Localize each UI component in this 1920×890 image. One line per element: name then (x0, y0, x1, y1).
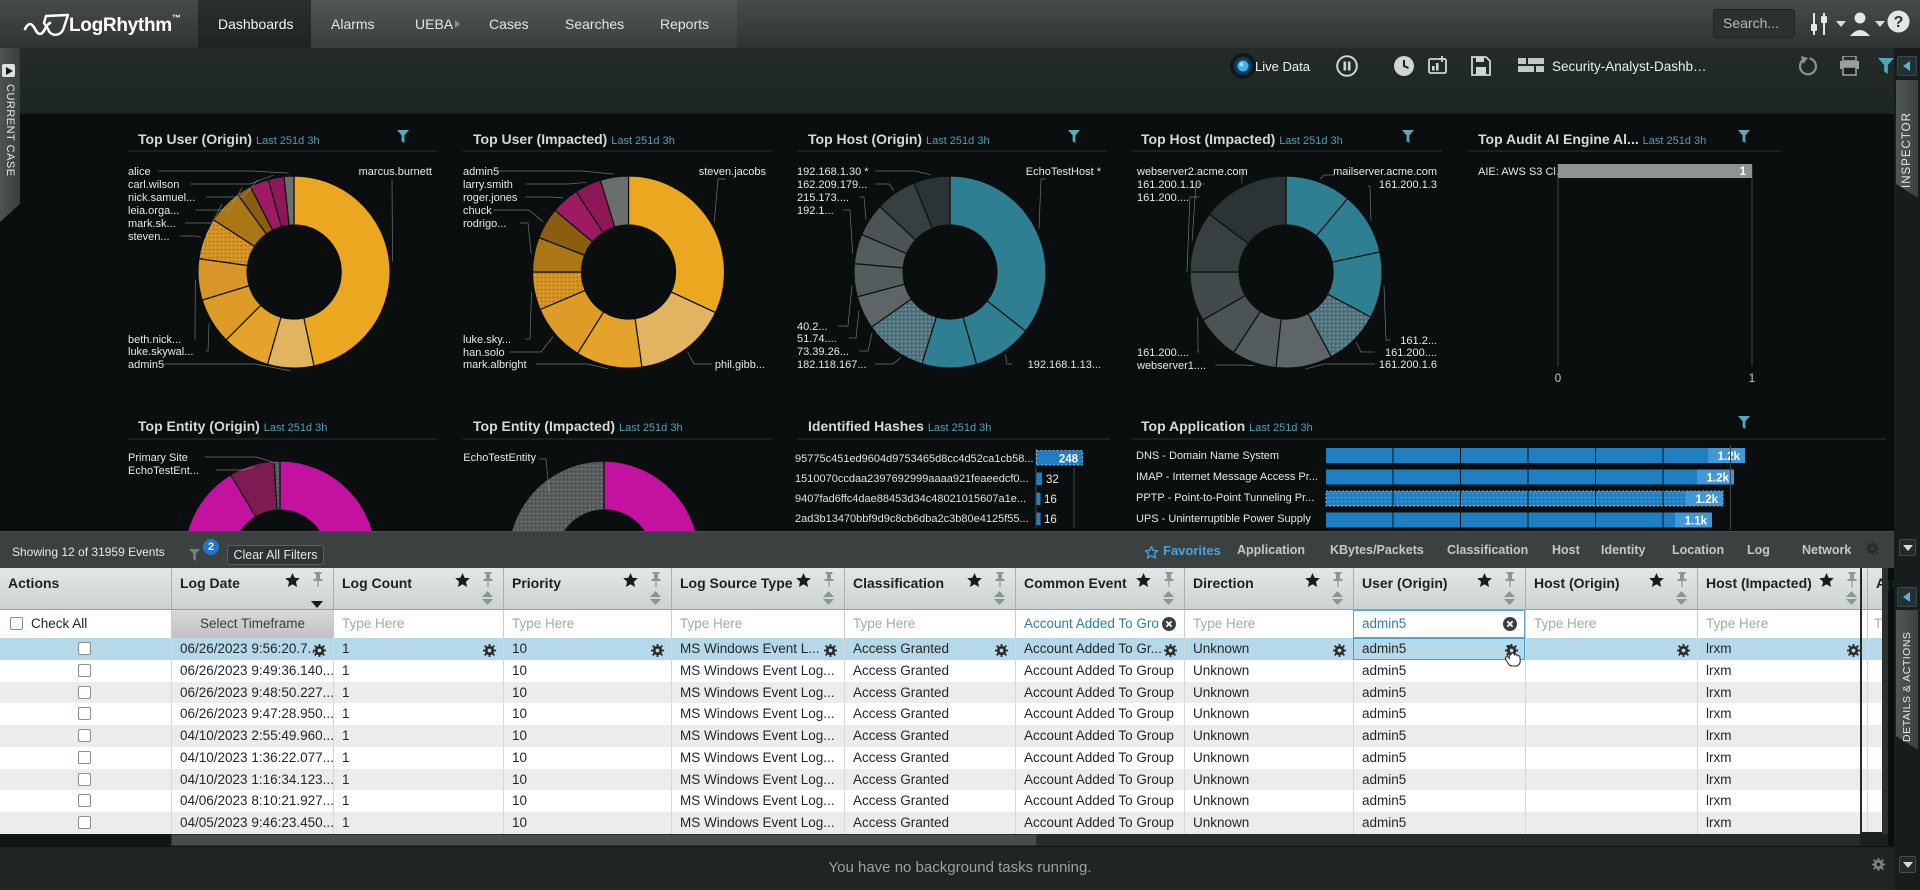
svg-text:roger.jones: roger.jones (463, 192, 518, 204)
svg-text:leia.orga...: leia.orga... (128, 205, 179, 217)
svg-text:luke.sky...: luke.sky... (463, 334, 511, 346)
svg-text:16: 16 (1044, 514, 1057, 526)
svg-text:steven...: steven... (128, 231, 170, 243)
svg-text:161.200.1.3: 161.200.1.3 (1379, 179, 1437, 191)
svg-text:161.200.1.10: 161.200.1.10 (1137, 179, 1201, 191)
svg-text:marcus.burnett: marcus.burnett (359, 166, 432, 178)
svg-text:161.200....: 161.200.... (1137, 192, 1189, 204)
svg-text:161.200.1.6: 161.200.1.6 (1379, 359, 1437, 371)
svg-text:Top Host (Origin) Last 251d 3h: Top Host (Origin) Last 251d 3h (808, 131, 990, 147)
svg-text:Top Host (Impacted) Last 251d: Top Host (Impacted) Last 251d 3h (1141, 131, 1343, 147)
svg-text:carl.wilson: carl.wilson (128, 179, 179, 191)
svg-text:1: 1 (1749, 373, 1755, 385)
svg-text:95775c451ed9604d9753465d8cc4d5: 95775c451ed9604d9753465d8cc4d52ca1cb58..… (795, 453, 1034, 465)
svg-text:192.168.1.13...: 192.168.1.13... (1028, 359, 1101, 371)
svg-text:EchoTestEntity: EchoTestEntity (463, 452, 536, 464)
svg-text:UPS - Uninterruptible Power Su: UPS - Uninterruptible Power Supply (1136, 513, 1311, 525)
svg-text:webserver1....: webserver1.... (1136, 360, 1206, 372)
svg-text:161.2...: 161.2... (1400, 335, 1437, 347)
svg-text:Primary Site: Primary Site (128, 452, 188, 464)
svg-text:alice: alice (128, 166, 151, 178)
svg-text:mark.albright: mark.albright (463, 359, 527, 371)
svg-text:Top Entity (Impacted) Last 251: Top Entity (Impacted) Last 251d 3h (473, 418, 683, 434)
svg-text:Identified Hashes Last 251d 3h: Identified Hashes Last 251d 3h (808, 418, 991, 434)
svg-text:1.2k: 1.2k (1718, 451, 1741, 463)
svg-text:han.solo: han.solo (463, 347, 505, 359)
svg-text:16: 16 (1044, 494, 1057, 506)
svg-text:215.173....: 215.173.... (797, 192, 849, 204)
svg-text:1510070ccdaa2397692999aaaa921f: 1510070ccdaa2397692999aaaa921feaeedcf0..… (795, 473, 1029, 485)
svg-text:EchoTestEnt...: EchoTestEnt... (128, 465, 199, 477)
svg-text:Top Audit AI Engine Al... Last: Top Audit AI Engine Al... Last 251d 3h (1478, 131, 1706, 147)
svg-text:73.39.26...: 73.39.26... (797, 346, 849, 358)
svg-text:Top Application Last 251d 3h: Top Application Last 251d 3h (1141, 418, 1313, 434)
svg-text:1.2k: 1.2k (1696, 494, 1719, 506)
svg-text:Top Entity (Origin) Last 251d: Top Entity (Origin) Last 251d 3h (138, 418, 327, 434)
svg-text:larry.smith: larry.smith (463, 179, 513, 191)
svg-text:EchoTestHost *: EchoTestHost * (1026, 166, 1102, 178)
svg-text:nick.samuel...: nick.samuel... (128, 192, 195, 204)
svg-text:0: 0 (1555, 373, 1561, 385)
svg-text:webserver2.acme.com: webserver2.acme.com (1136, 166, 1248, 178)
svg-text:248: 248 (1059, 454, 1079, 466)
svg-text:182.118.167...: 182.118.167... (797, 359, 867, 371)
svg-text:161.200....: 161.200.... (1385, 347, 1437, 359)
svg-text:9407fad6ffc4dae88453d34c480210: 9407fad6ffc4dae88453d34c48021015607a1e..… (795, 493, 1026, 505)
svg-text:1.1k: 1.1k (1685, 516, 1708, 528)
svg-text:1: 1 (1740, 166, 1747, 178)
svg-text:DNS - Domain Name System: DNS - Domain Name System (1136, 450, 1279, 462)
svg-text:admin5: admin5 (128, 359, 164, 371)
svg-text:AIE: AWS S3 Cl...: AIE: AWS S3 Cl... (1478, 166, 1565, 178)
svg-text:chuck: chuck (463, 205, 492, 217)
svg-text:steven.jacobs: steven.jacobs (699, 166, 767, 178)
svg-text:admin5: admin5 (463, 166, 499, 178)
svg-text:?: ? (1894, 14, 1904, 31)
svg-text:beth.nick...: beth.nick... (128, 334, 181, 346)
svg-text:162.209.179...: 162.209.179... (797, 179, 867, 191)
svg-text:rodrigo...: rodrigo... (463, 218, 506, 230)
svg-text:mark.sk...: mark.sk... (128, 218, 176, 230)
svg-text:Top User (Impacted) Last 251d: Top User (Impacted) Last 251d 3h (473, 131, 675, 147)
svg-text:Top User (Origin) Last 251d 3h: Top User (Origin) Last 251d 3h (138, 131, 320, 147)
svg-text:51.74....: 51.74.... (797, 333, 837, 345)
svg-text:IMAP - Internet Message Access: IMAP - Internet Message Access Pr... (1136, 471, 1318, 483)
svg-text:1.2k: 1.2k (1707, 473, 1730, 485)
svg-text:phil.gibb...: phil.gibb... (715, 359, 765, 371)
svg-text:2ad3b13470bbf9d9c8cb6dba2c3b80: 2ad3b13470bbf9d9c8cb6dba2c3b80e4125f55..… (795, 513, 1029, 525)
svg-text:mailserver.acme.com: mailserver.acme.com (1333, 166, 1437, 178)
svg-text:40.2...: 40.2... (797, 321, 828, 333)
svg-text:luke.skywal...: luke.skywal... (128, 346, 193, 358)
svg-text:PPTP - Point-to-Point Tunnelin: PPTP - Point-to-Point Tunneling Pr... (1136, 492, 1314, 504)
svg-text:192.1...: 192.1... (797, 205, 834, 217)
svg-text:192.168.1.30 *: 192.168.1.30 * (797, 166, 869, 178)
svg-text:32: 32 (1046, 474, 1059, 486)
svg-text:161.200....: 161.200.... (1137, 347, 1189, 359)
